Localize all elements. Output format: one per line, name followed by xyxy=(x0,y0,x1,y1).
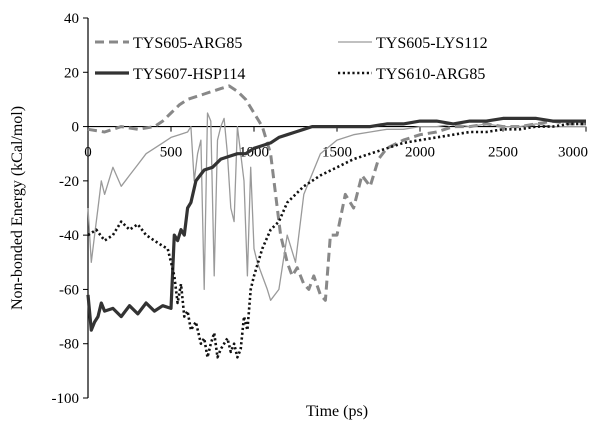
series-layer xyxy=(86,84,586,359)
y-tick-label: -60 xyxy=(59,282,79,298)
y-tick-label: 0 xyxy=(72,120,80,136)
y-tick-label: -80 xyxy=(59,337,79,353)
x-tick-label: 0 xyxy=(84,145,92,161)
x-tick-label: 1500 xyxy=(322,145,352,161)
axes: 40 20 0 -20 -40 -60 -80 -100 0 500 1000 1500 2000 250… xyxy=(52,11,589,407)
legend-label: TYS607-HSP114 xyxy=(133,66,245,83)
y-tick-label: -100 xyxy=(52,391,80,407)
legend-label: TYS605-ARG85 xyxy=(133,35,242,52)
y-tick-label: 20 xyxy=(64,65,79,81)
legend-label: TYS605-LYS112 xyxy=(376,35,488,52)
series-line-tys605-lys112 xyxy=(87,112,586,301)
x-tick-label: 2500 xyxy=(488,145,518,161)
legend: TYS605-ARG85 TYS605-LYS112 TYS607-HSP114 TY… xyxy=(95,35,488,83)
y-tick-label: -20 xyxy=(59,174,79,190)
x-tick-label: 1000 xyxy=(239,145,269,161)
y-tick-label: 40 xyxy=(64,11,79,27)
x-axis-label: Time (ps) xyxy=(306,403,368,420)
x-tick-label: 500 xyxy=(160,145,183,161)
x-tick-label: 2000 xyxy=(405,145,435,161)
y-tick-label: -40 xyxy=(59,228,79,244)
x-tick-label: 3000 xyxy=(558,145,588,161)
series-line-tys607-hsp114 xyxy=(86,116,586,332)
legend-label: TYS610-ARG85 xyxy=(376,66,485,83)
y-axis-label: Non-bonded Energy (kCal/mol) xyxy=(9,106,26,310)
